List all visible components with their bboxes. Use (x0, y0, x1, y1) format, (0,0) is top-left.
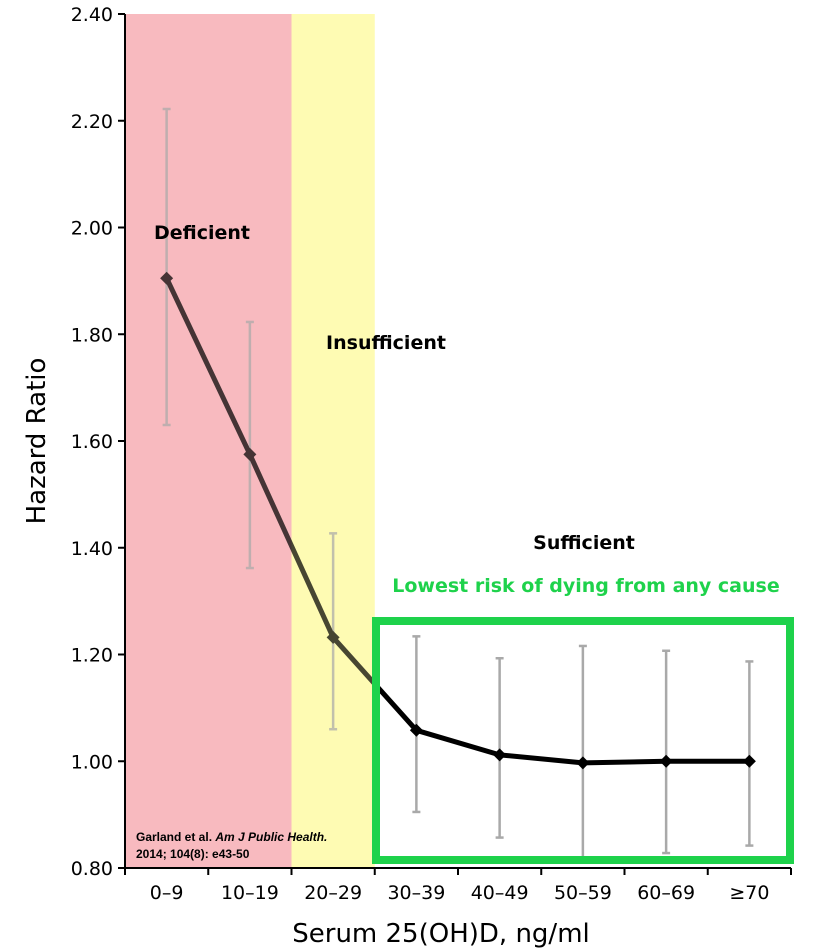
error-bar (162, 107, 171, 427)
x-tick-label: 10–19 (221, 882, 279, 904)
zone-tint-deficient (125, 14, 292, 868)
y-tick-label: 2.20 (71, 111, 113, 133)
y-axis-title: Hazard Ratio (22, 358, 52, 525)
y-tick-label: 1.00 (71, 751, 113, 773)
y-tick-label: 1.80 (71, 324, 113, 346)
y-tick-label: 1.40 (71, 538, 113, 560)
callout-text: Lowest risk of dying from any cause (392, 575, 779, 597)
error-bar (578, 644, 587, 859)
data-point-marker (576, 756, 590, 770)
citation-authors: Garland et al. (136, 830, 215, 844)
x-tick-label: 30–39 (387, 882, 445, 904)
zone-band-deficient (125, 14, 292, 868)
zone-label-deficient: Deficient (154, 222, 250, 244)
y-tick-label: 1.60 (71, 431, 113, 453)
data-point-marker (659, 754, 673, 768)
data-point-marker (243, 447, 257, 461)
hazard-ratio-line (164, 277, 750, 766)
citation-details: 2014; 104(8): e43-50 (136, 847, 250, 861)
zone-label-insufficient: Insufficient (326, 332, 446, 354)
error-bar (245, 320, 254, 570)
data-point-marker (742, 754, 756, 768)
x-tick-label: ≥70 (729, 882, 769, 904)
x-tick-label: 60–69 (637, 882, 695, 904)
data-point-marker (493, 748, 507, 762)
error-bar (662, 649, 671, 855)
error-bar (495, 656, 504, 839)
x-tick-label: 0–9 (150, 882, 184, 904)
data-point-marker (160, 271, 174, 285)
citation-journal: Am J Public Health. (214, 830, 327, 844)
x-tick-label: 40–49 (471, 882, 529, 904)
citation: Garland et al. Am J Public Health. (136, 830, 327, 844)
sufficient-highlight-box (372, 617, 794, 864)
error-bar (745, 660, 754, 847)
x-tick-label: 20–29 (304, 882, 362, 904)
x-axis-title: Serum 25(OH)D, ng/ml (292, 919, 590, 949)
y-tick-label: 0.80 (71, 858, 113, 880)
x-tick-label: 50–59 (554, 882, 612, 904)
data-point-marker (409, 723, 423, 737)
y-tick-label: 2.00 (71, 218, 113, 240)
zone-label-sufficient: Sufficient (533, 532, 635, 554)
zone-tint-insufficient (291, 14, 375, 868)
y-tick-label: 2.40 (71, 4, 113, 26)
y-tick-label: 1.20 (71, 645, 113, 667)
data-point-marker (326, 630, 340, 644)
